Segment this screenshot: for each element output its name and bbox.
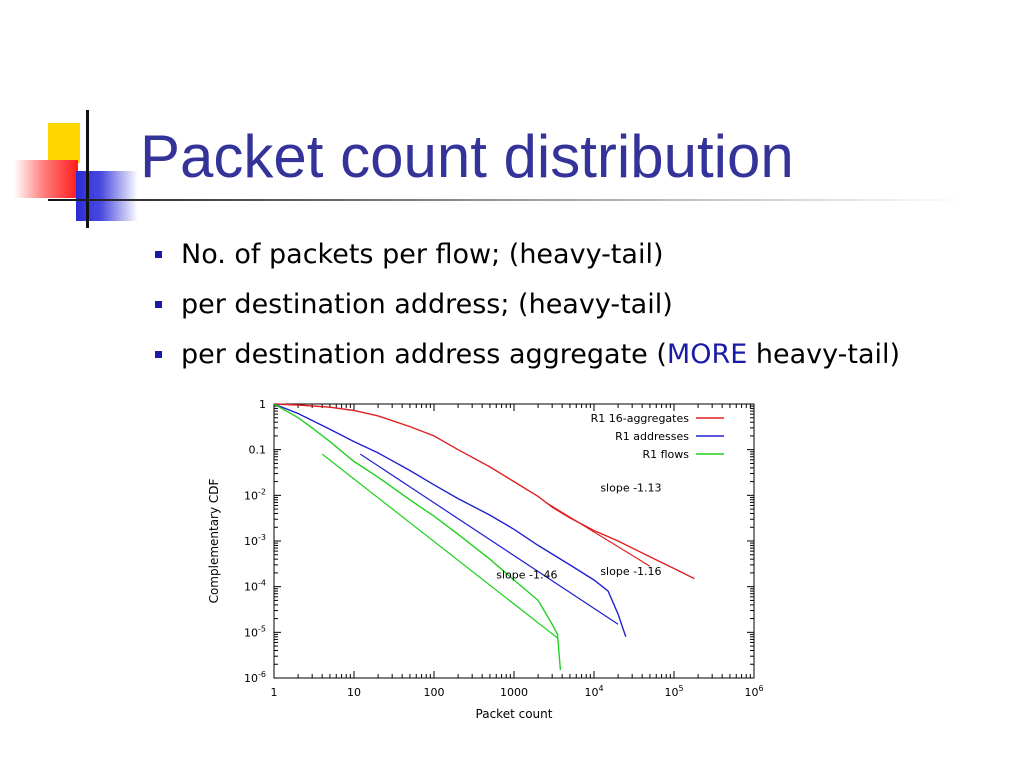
decor-vertical-line <box>86 110 89 228</box>
y-tick-label: 1 <box>259 398 266 411</box>
legend-label: R1 16-aggregates <box>591 412 690 425</box>
x-tick-label: 1000 <box>500 686 528 699</box>
y-tick-label: 10-5 <box>244 624 266 639</box>
y-tick-label: 10-2 <box>244 487 266 502</box>
series-layer <box>273 403 695 671</box>
annotations: slope -1.13 slope -1.16 slope -1.46 <box>496 482 661 582</box>
x-tick-label: 105 <box>664 684 683 699</box>
legend: R1 16-aggregates R1 addresses R1 flows <box>591 412 724 461</box>
series-line-2 <box>273 403 562 671</box>
x-axis-label: Packet count <box>476 707 553 721</box>
decor-yellow-square <box>48 123 80 163</box>
series-fit-line-2 <box>321 453 558 639</box>
legend-label: R1 addresses <box>615 430 689 443</box>
bullet-list: No. of packets per flow; (heavy-tail) pe… <box>155 236 900 386</box>
y-tick-label: 0.1 <box>249 444 267 457</box>
bullet-highlight-more: MORE <box>666 339 748 370</box>
series-line-1 <box>273 403 627 638</box>
bullet-item-flow: No. of packets per flow; (heavy-tail) <box>155 236 900 286</box>
x-tick-label: 10 <box>347 686 361 699</box>
y-axis-label: Complementary CDF <box>207 478 221 603</box>
plot-frame <box>273 403 755 679</box>
bullet-item-aggregate: per destination address aggregate (MORE … <box>155 336 900 386</box>
y-tick-label: 10-6 <box>244 670 266 685</box>
y-tick-label: 10-4 <box>244 579 266 594</box>
bullet-text-before: per destination address aggregate ( <box>181 339 667 370</box>
axis-ticks: 1 10 100 1000 104 105 106 1 0.1 10-2 10-3 10-4 10-5 1… <box>244 398 764 699</box>
bullet-text: No. of packets per flow; (heavy-tail) <box>181 239 664 270</box>
bullet-marker <box>155 351 162 358</box>
bullet-text: per destination address; (heavy-tail) <box>181 289 673 320</box>
x-tick-label: 104 <box>584 684 603 699</box>
slide-title: Packet count distribution <box>140 123 794 190</box>
bullet-marker <box>155 301 162 308</box>
x-tick-label: 106 <box>744 684 763 699</box>
bullet-item-destination: per destination address; (heavy-tail) <box>155 286 900 336</box>
series-line-0 <box>273 403 695 580</box>
slope-annotation: slope -1.46 <box>496 569 557 582</box>
series-fit-line-1 <box>359 453 619 625</box>
y-tick-label: 10-3 <box>244 533 266 548</box>
legend-label: R1 flows <box>642 448 689 461</box>
decor-red-square <box>14 160 78 198</box>
ccdf-chart: 1 10 100 1000 104 105 106 1 0.1 10-2 10-3 10-4 10-5 1… <box>207 398 764 721</box>
x-tick-label: 100 <box>424 686 445 699</box>
slope-annotation: slope -1.13 <box>600 482 661 495</box>
decor-horizontal-line <box>48 199 968 201</box>
slope-annotation: slope -1.16 <box>600 565 661 578</box>
bullet-text-after: heavy-tail) <box>747 339 901 370</box>
series-fit-line-0 <box>545 501 651 567</box>
x-tick-label: 1 <box>271 686 278 699</box>
bullet-marker <box>155 251 162 258</box>
